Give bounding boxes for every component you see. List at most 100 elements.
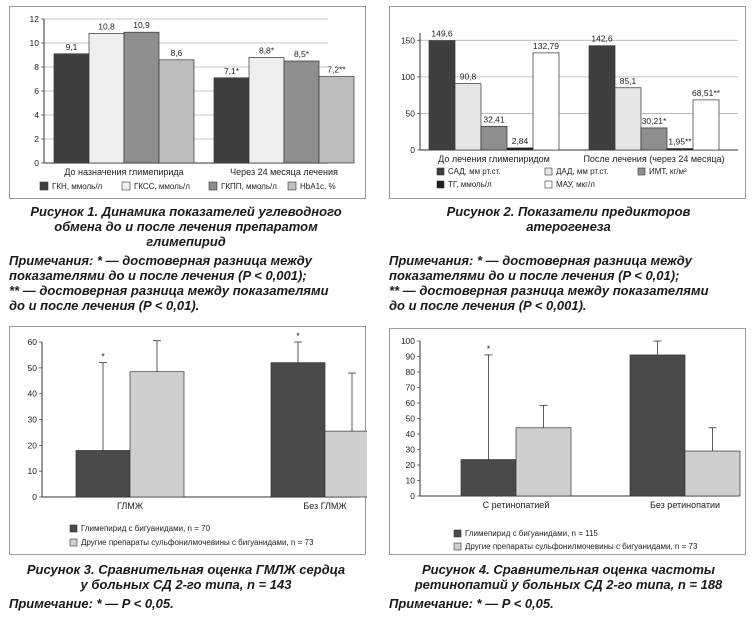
c4-bar-1-1 bbox=[460, 459, 517, 497]
c1-category-label: Через 24 месяца лечения bbox=[230, 167, 338, 177]
chart-panel-3: 0 10 20 30 40 50 60 * ГЛМЖ * Без ГЛМЖ Глимепирид с … bbox=[9, 326, 367, 555]
c2-legend-swatch bbox=[544, 180, 553, 189]
c1-legend-label: ГКПП, ммоль/л bbox=[221, 182, 277, 191]
chart-2-svg: 0 50 100 150 149,6 90,8 32,41 2,84 132,79 До лече… bbox=[401, 29, 738, 189]
figure-1-note-line-1: Примечания: * — достоверная разница межд… bbox=[9, 253, 312, 268]
figure-4-caption-line-2: ретинопатий у больных СД 2-го типа, n = … bbox=[414, 577, 723, 592]
c4-ytick-label: 80 bbox=[406, 367, 416, 377]
c3-ytick-label: 20 bbox=[28, 440, 38, 450]
c1-data-label: 10,9 bbox=[133, 20, 150, 30]
c2-legend-label: ДАД, мм рт.ст. bbox=[556, 167, 608, 176]
c3-ytick-label: 0 bbox=[32, 492, 37, 502]
c1-legend-swatch bbox=[39, 181, 49, 191]
figure-4-note-line-1: Примечание: * — P < 0,05. bbox=[389, 596, 554, 611]
figure-2-note-line-2: показателями до и после лечения (P < 0,0… bbox=[389, 268, 680, 283]
c3-ytick-label: 30 bbox=[28, 415, 38, 425]
c2-bar-4-2 bbox=[666, 148, 694, 151]
c2-bar-2-2 bbox=[614, 87, 642, 151]
chart-3-svg: 0 10 20 30 40 50 60 * ГЛМЖ * Без ГЛМЖ Глимепирид с … bbox=[28, 331, 367, 547]
c3-legend-label: Глимепирид с бигуанидами, n = 70 bbox=[81, 524, 211, 533]
c4-ytick-label: 100 bbox=[401, 336, 415, 346]
c1-data-label: 9,1 bbox=[66, 42, 78, 52]
figure-2-note-line-3: ** — достоверная разница между показател… bbox=[389, 283, 709, 298]
c1-data-label: 8,6 bbox=[171, 48, 183, 58]
c4-ytick-label: 10 bbox=[406, 476, 416, 486]
c3-legend-label: Другие препараты сульфонилмочевины с биг… bbox=[81, 538, 314, 547]
c2-data-label: 85,1 bbox=[620, 76, 637, 86]
c4-ytick-label: 30 bbox=[406, 445, 416, 455]
c2-legend-label: МАУ, мкг/л bbox=[556, 180, 595, 189]
c2-legend-swatch bbox=[544, 167, 553, 176]
c4-ytick-label: 60 bbox=[406, 398, 416, 408]
c2-data-label: 2,84 bbox=[512, 136, 529, 146]
c2-legend-label: САД, мм рт.ст. bbox=[448, 167, 501, 176]
c1-bar-4-2 bbox=[318, 76, 355, 164]
c3-bar-1-2 bbox=[270, 362, 326, 498]
c3-bar-2-1 bbox=[129, 371, 185, 498]
c2-bar-3-2 bbox=[640, 127, 668, 151]
figure-4-note: Примечание: * — P < 0,05. bbox=[389, 596, 751, 611]
c4-ytick-label: 40 bbox=[406, 429, 416, 439]
chart-panel-1: 0 2 4 6 8 10 12 9,1 10,8 10,9 8,6 До назначения гли… bbox=[9, 6, 366, 199]
figure-2-note-line-1: Примечания: * — достоверная разница межд… bbox=[389, 253, 692, 268]
figure-4-caption-line-1: Рисунок 4. Сравнительная оценка частоты bbox=[421, 562, 716, 577]
c3-ytick-label: 50 bbox=[28, 363, 38, 373]
c1-data-label: 7,2** bbox=[327, 65, 346, 75]
figure-2-note-line-4: до и после лечения (P < 0,001). bbox=[389, 298, 587, 313]
c3-bar-2-2 bbox=[324, 430, 367, 498]
c2-legend-swatch bbox=[436, 180, 445, 189]
c3-legend-swatch bbox=[69, 538, 78, 547]
c3-significance-mark: * bbox=[101, 352, 105, 362]
c3-category-label: Без ГЛМЖ bbox=[303, 501, 347, 511]
c2-ytick-label: 150 bbox=[401, 35, 415, 45]
c1-legend-label: ГКН, ммоль/л bbox=[52, 182, 103, 191]
c4-category-label: С ретинопатией bbox=[483, 500, 550, 510]
c1-ytick-label: 10 bbox=[30, 38, 40, 48]
c2-ytick-label: 50 bbox=[406, 108, 416, 118]
c2-legend-swatch bbox=[637, 167, 646, 176]
c3-category-label: ГЛМЖ bbox=[117, 501, 144, 511]
figure-2-note: Примечания: * — достоверная разница межд… bbox=[389, 253, 751, 313]
c1-ytick-label: 4 bbox=[34, 110, 39, 120]
c2-bar-1-1 bbox=[428, 40, 456, 151]
c2-data-label: 1,95** bbox=[668, 137, 692, 147]
c2-data-label: 132,79 bbox=[533, 41, 559, 51]
c1-legend-label: HbA1c, % bbox=[300, 182, 336, 191]
c2-data-label: 30,21* bbox=[642, 116, 667, 126]
c2-category-label: До лечения глимепиридом bbox=[438, 154, 550, 164]
c1-category-label: До назначения глимепирида bbox=[64, 167, 183, 177]
c4-significance-mark: * bbox=[487, 344, 491, 354]
c3-ytick-label: 10 bbox=[28, 466, 38, 476]
figure-2-caption-line-1: Рисунок 2. Показатели предикторов bbox=[446, 204, 691, 219]
c1-ytick-label: 0 bbox=[34, 158, 39, 168]
c2-bar-2-1 bbox=[454, 83, 482, 151]
c2-bar-5-1 bbox=[532, 52, 560, 151]
c2-category-label: После лечения (через 24 месяца) bbox=[583, 154, 724, 164]
c4-category-label: Без ретинопатии bbox=[650, 500, 720, 510]
c1-legend-label: ГКСС, ммоль/л bbox=[134, 182, 190, 191]
c2-data-label: 32,41 bbox=[483, 114, 505, 124]
figure-1-note-line-3: ** — достоверная разница между показател… bbox=[9, 283, 329, 298]
c4-legend-label: Глимепирид с бигуанидами, n = 115 bbox=[465, 529, 598, 538]
figure-3-note: Примечание: * — P < 0,05. bbox=[9, 596, 371, 611]
figure-2-caption-line-2: атерогенеза bbox=[526, 219, 611, 234]
figure-1-caption: Рисунок 1. Динамика показателей углеводн… bbox=[0, 204, 372, 249]
figure-1-caption-line-2: обмена до и после лечения препаратом bbox=[54, 219, 318, 234]
c1-ytick-label: 6 bbox=[34, 86, 39, 96]
c4-bar-2-1 bbox=[515, 427, 572, 497]
c2-legend-swatch bbox=[436, 167, 445, 176]
c3-legend-swatch bbox=[69, 524, 78, 533]
figure-1-note-line-4: до и после лечения (P < 0,01). bbox=[9, 298, 200, 313]
c4-ytick-label: 0 bbox=[410, 491, 415, 501]
figure-3-caption-line-1: Рисунок 3. Сравнительная оценка ГМЛЖ сер… bbox=[26, 562, 346, 577]
figure-2-caption: Рисунок 2. Показатели предикторов атерог… bbox=[383, 204, 754, 234]
c4-bar-2-2 bbox=[684, 450, 741, 497]
c3-bar-1-1 bbox=[75, 450, 131, 498]
figure-1-note-line-2: показателями до и после лечения (P < 0,0… bbox=[9, 268, 307, 283]
c1-bar-3-1 bbox=[123, 31, 160, 164]
c2-data-label: 149,6 bbox=[431, 29, 453, 39]
c1-data-label: 8,8* bbox=[259, 45, 275, 55]
c4-legend-swatch bbox=[453, 542, 462, 551]
c4-ytick-label: 50 bbox=[406, 414, 416, 424]
c4-ytick-label: 20 bbox=[406, 460, 416, 470]
